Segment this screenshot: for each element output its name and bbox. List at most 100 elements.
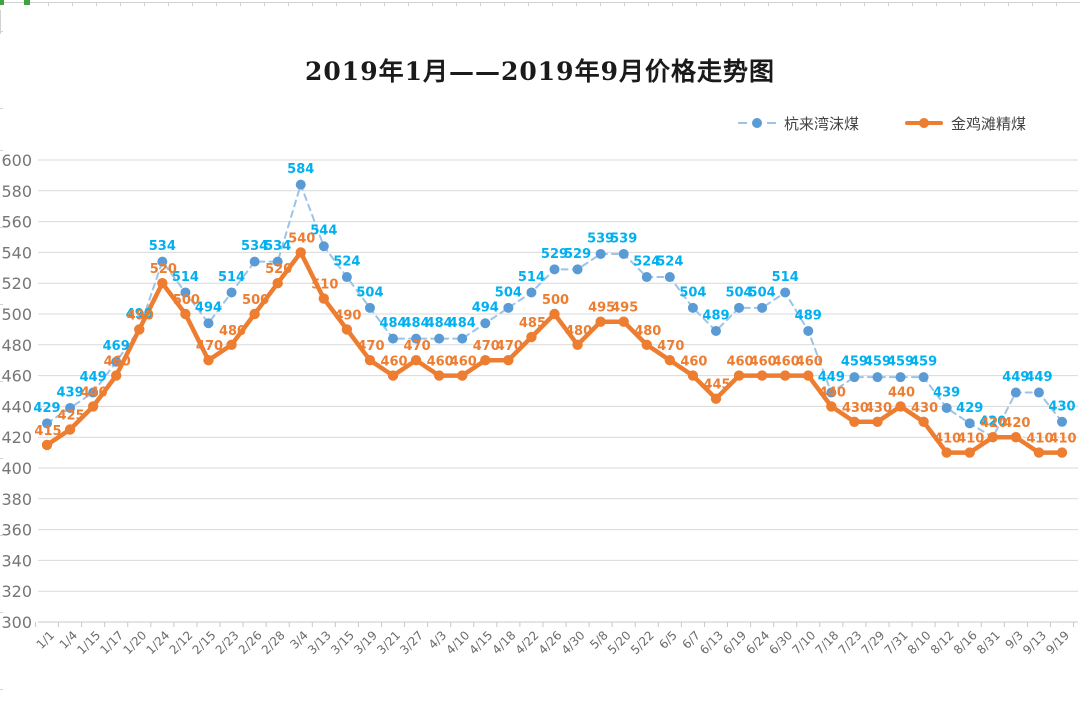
data-point[interactable]: [549, 264, 560, 275]
data-point[interactable]: [272, 278, 283, 289]
data-point[interactable]: [180, 308, 191, 320]
data-point[interactable]: [41, 439, 53, 451]
data-point[interactable]: [341, 324, 353, 335]
data-point[interactable]: [918, 372, 929, 383]
data-point[interactable]: [65, 402, 76, 413]
data-point[interactable]: [1033, 447, 1045, 458]
data-point[interactable]: [203, 318, 214, 329]
data-point[interactable]: [572, 339, 583, 350]
data-point[interactable]: [1057, 416, 1067, 427]
data-point[interactable]: [849, 372, 860, 383]
y-tick-label: 340: [1, 551, 32, 570]
data-point[interactable]: [457, 333, 468, 344]
data-point[interactable]: [526, 331, 537, 343]
data-point[interactable]: [272, 256, 283, 267]
data-point[interactable]: [480, 318, 491, 329]
data-point[interactable]: [941, 402, 952, 413]
data-point[interactable]: [918, 416, 929, 427]
data-point[interactable]: [641, 339, 652, 350]
data-label: 544: [310, 224, 337, 239]
data-point[interactable]: [249, 256, 260, 267]
data-label: 429: [956, 401, 983, 416]
data-point[interactable]: [572, 264, 583, 275]
data-point[interactable]: [826, 401, 837, 412]
data-point[interactable]: [111, 370, 122, 381]
data-point[interactable]: [410, 355, 422, 366]
data-point[interactable]: [457, 370, 468, 381]
data-point[interactable]: [88, 387, 99, 398]
data-label: 504: [679, 285, 706, 300]
data-point[interactable]: [87, 401, 99, 412]
data-point[interactable]: [111, 356, 122, 367]
data-point[interactable]: [826, 387, 837, 398]
data-point[interactable]: [710, 325, 721, 336]
data-point[interactable]: [757, 302, 768, 313]
data-point[interactable]: [618, 316, 629, 327]
data-point[interactable]: [157, 256, 168, 267]
data-point[interactable]: [318, 241, 329, 252]
data-point[interactable]: [226, 287, 237, 298]
data-point[interactable]: [641, 272, 652, 283]
data-point[interactable]: [779, 370, 791, 381]
data-label: 470: [473, 339, 500, 354]
data-point[interactable]: [780, 287, 791, 298]
data-point[interactable]: [964, 447, 975, 458]
data-point[interactable]: [756, 370, 768, 381]
data-point[interactable]: [849, 416, 860, 427]
data-point[interactable]: [618, 248, 629, 259]
data-point[interactable]: [595, 248, 606, 259]
data-point[interactable]: [734, 302, 745, 313]
data-label: 480: [565, 324, 592, 339]
data-point[interactable]: [733, 370, 745, 381]
data-point[interactable]: [987, 432, 998, 443]
data-label: 460: [427, 355, 454, 370]
data-point[interactable]: [1010, 387, 1021, 398]
data-point[interactable]: [687, 302, 698, 313]
data-point[interactable]: [364, 355, 376, 366]
data-point[interactable]: [549, 308, 560, 320]
data-point[interactable]: [1056, 447, 1068, 458]
data-point[interactable]: [364, 302, 375, 313]
data-point[interactable]: [895, 401, 906, 412]
data-point[interactable]: [411, 333, 422, 344]
data-point[interactable]: [503, 355, 514, 366]
data-point[interactable]: [434, 333, 445, 344]
data-point[interactable]: [941, 447, 952, 458]
data-point[interactable]: [687, 370, 699, 381]
data-point[interactable]: [180, 287, 191, 298]
data-point[interactable]: [1010, 432, 1022, 443]
data-point[interactable]: [64, 424, 76, 435]
data-point[interactable]: [664, 355, 676, 366]
data-point[interactable]: [157, 278, 168, 289]
data-point[interactable]: [480, 355, 491, 366]
data-point[interactable]: [895, 372, 906, 383]
data-point[interactable]: [710, 393, 722, 404]
data-point[interactable]: [964, 418, 975, 429]
data-point[interactable]: [387, 370, 399, 381]
data-point[interactable]: [803, 370, 814, 381]
data-point[interactable]: [503, 302, 514, 313]
data-point[interactable]: [226, 339, 237, 350]
data-label: 449: [80, 370, 107, 385]
data-point[interactable]: [388, 333, 399, 344]
data-label: 504: [725, 285, 752, 300]
data-label: 489: [795, 308, 822, 323]
data-point[interactable]: [295, 247, 306, 258]
data-point[interactable]: [1033, 387, 1044, 398]
data-point[interactable]: [42, 418, 52, 429]
data-point[interactable]: [134, 324, 145, 335]
data-point[interactable]: [203, 355, 214, 366]
data-point[interactable]: [295, 179, 306, 190]
legend-item-hanglaiwan[interactable]: 杭来湾沫煤: [738, 113, 859, 134]
data-point[interactable]: [872, 372, 883, 383]
data-point[interactable]: [664, 272, 675, 283]
data-point[interactable]: [433, 370, 445, 381]
data-point[interactable]: [803, 325, 814, 336]
data-point[interactable]: [595, 316, 606, 327]
data-point[interactable]: [249, 308, 260, 320]
data-point[interactable]: [526, 287, 537, 298]
data-point[interactable]: [341, 272, 352, 283]
data-point[interactable]: [872, 416, 883, 427]
data-point[interactable]: [318, 293, 330, 304]
legend-item-jinjitan[interactable]: 金鸡滩精煤: [905, 113, 1026, 134]
